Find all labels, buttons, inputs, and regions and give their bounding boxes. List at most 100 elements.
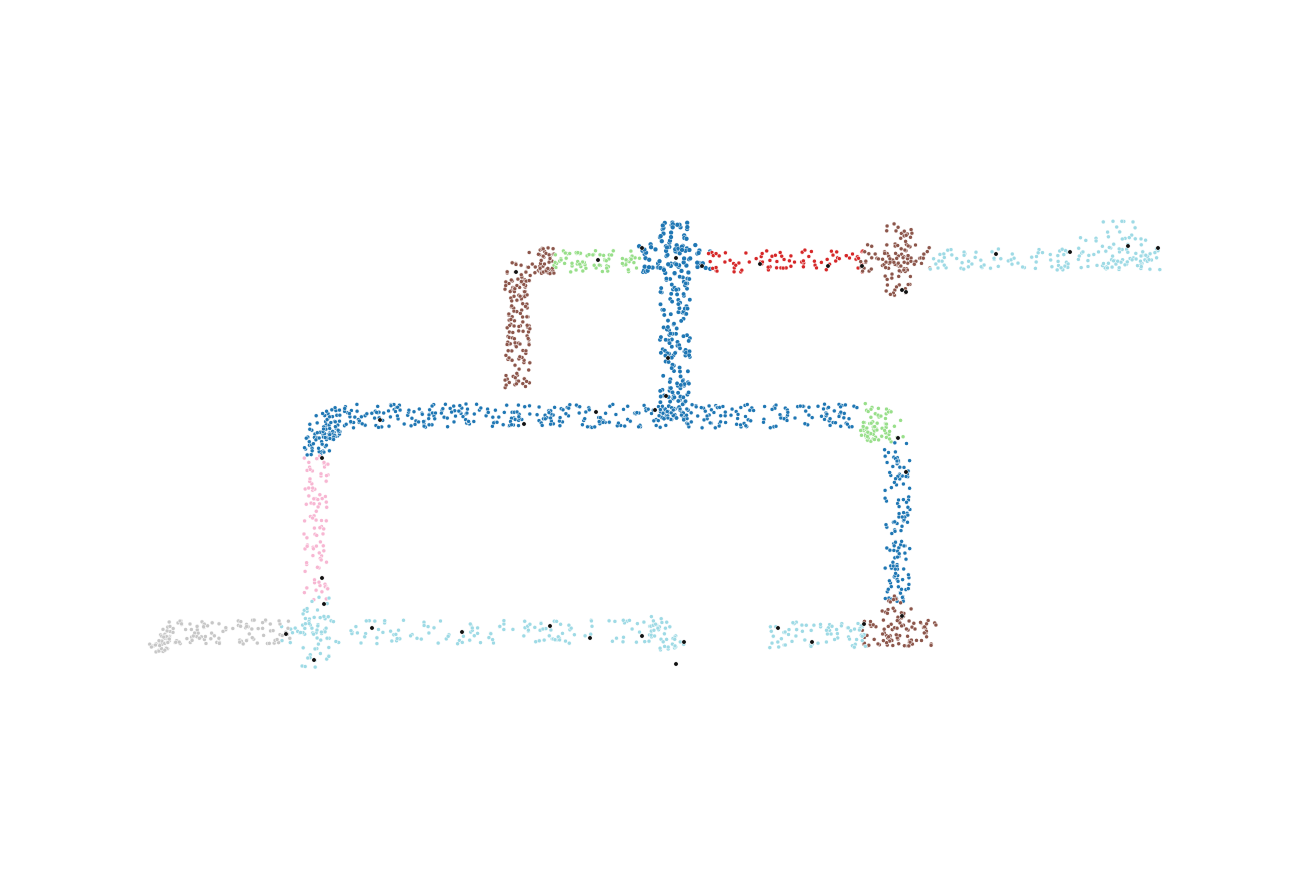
middle-horizontal-pipe-point bbox=[845, 421, 850, 427]
middle-horizontal-pipe-point bbox=[449, 409, 454, 415]
bottom-horizontal-pipe-point bbox=[614, 635, 619, 641]
bottom-horizontal-pipe-point bbox=[486, 635, 492, 640]
upper-left-elbow-point bbox=[547, 271, 553, 276]
bottom-left-pipe-point bbox=[167, 624, 173, 629]
middle-horizontal-pipe-point bbox=[443, 402, 448, 407]
bottom-horizontal-pipe-point bbox=[478, 640, 483, 645]
right-vertical-pipe-point bbox=[902, 550, 908, 556]
upper-main-pipe-point bbox=[673, 261, 679, 268]
middle-right-elbow-point bbox=[898, 418, 903, 423]
upper-main-pipe-point bbox=[659, 238, 665, 244]
left-vertical-pipe-point bbox=[321, 543, 326, 549]
upper-left-elbow-point bbox=[509, 277, 514, 283]
bottom-horizontal-pipe-point bbox=[572, 632, 577, 637]
upper-right-flange-point bbox=[926, 245, 932, 250]
middle-horizontal-pipe-point bbox=[337, 412, 343, 418]
middle-horizontal-pipe-point bbox=[316, 435, 322, 441]
middle-horizontal-pipe-point bbox=[711, 410, 717, 415]
upper-right-flange-point bbox=[869, 244, 874, 249]
upper-right-pipe-point bbox=[1048, 257, 1053, 263]
bottom-horizontal-pipe-point bbox=[620, 639, 626, 645]
middle-horizontal-pipe-point bbox=[324, 443, 329, 448]
lower-right-flange-point bbox=[928, 643, 934, 648]
right-vertical-pipe-point bbox=[897, 464, 903, 470]
middle-horizontal-pipe-point bbox=[406, 407, 412, 413]
middle-horizontal-pipe-point bbox=[426, 412, 432, 418]
middle-horizontal-pipe-point bbox=[824, 411, 830, 417]
lower-right-pipe-point bbox=[818, 622, 823, 627]
upper-red-pipe-point bbox=[847, 255, 852, 261]
lower-right-pipe-point bbox=[828, 631, 834, 637]
middle-horizontal-pipe-point bbox=[841, 415, 847, 421]
upper-right-pipe-point bbox=[972, 255, 978, 260]
middle-horizontal-pipe-point bbox=[803, 408, 808, 414]
middle-horizontal-pipe-point bbox=[342, 406, 347, 411]
upper-red-pipe-point bbox=[829, 248, 834, 254]
bottom-horizontal-pipe-point bbox=[326, 614, 331, 619]
left-vertical-pipe-point bbox=[302, 455, 307, 461]
right-vertical-pipe-point bbox=[901, 566, 906, 572]
bottom-left-pipe-point bbox=[250, 635, 255, 640]
bottom-horizontal-pipe-point bbox=[566, 622, 572, 628]
upper-right-pipe-point bbox=[1105, 229, 1110, 235]
lower-right-pipe-point bbox=[854, 637, 859, 642]
lower-right-pipe-point bbox=[863, 644, 868, 649]
upper-main-pipe-point bbox=[681, 255, 687, 262]
upper-right-pipe-point bbox=[1085, 258, 1091, 263]
keypoint-marker bbox=[639, 633, 645, 639]
upper-left-elbow-point bbox=[514, 371, 520, 376]
middle-horizontal-pipe-point bbox=[451, 403, 456, 409]
upper-left-elbow-point bbox=[514, 283, 520, 288]
bottom-horizontal-pipe-point bbox=[314, 627, 320, 633]
upper-right-pipe-point bbox=[966, 259, 971, 264]
vertical-riser-point bbox=[670, 389, 675, 395]
bottom-left-pipe-point bbox=[166, 619, 172, 625]
left-vertical-pipe-point bbox=[314, 509, 319, 514]
upper-red-pipe-point bbox=[837, 256, 842, 261]
upper-red-pipe-point bbox=[781, 257, 787, 262]
middle-horizontal-pipe-point bbox=[738, 422, 743, 428]
vertical-riser-point bbox=[681, 291, 687, 297]
upper-red-pipe-point bbox=[819, 260, 824, 265]
bottom-left-pipe-point bbox=[149, 644, 154, 650]
middle-horizontal-pipe-point bbox=[747, 408, 753, 413]
middle-horizontal-pipe-point bbox=[616, 420, 621, 426]
right-vertical-pipe-point bbox=[892, 519, 897, 525]
middle-horizontal-pipe-point bbox=[778, 415, 784, 421]
bottom-horizontal-pipe-point bbox=[461, 634, 466, 639]
left-vertical-pipe-point bbox=[324, 518, 329, 524]
upper-right-flange-point bbox=[912, 262, 917, 267]
bottom-left-pipe-point bbox=[153, 642, 158, 648]
left-vertical-pipe-point bbox=[306, 493, 312, 499]
upper-right-pipe-point bbox=[937, 252, 943, 257]
upper-green-pipe-point bbox=[563, 255, 569, 261]
lower-right-pipe-point bbox=[799, 622, 805, 628]
upper-red-pipe-point bbox=[706, 251, 711, 256]
left-vertical-pipe-point bbox=[306, 485, 311, 491]
bottom-horizontal-pipe-point bbox=[659, 620, 665, 625]
middle-horizontal-pipe-point bbox=[351, 425, 356, 431]
right-vertical-pipe-point bbox=[884, 460, 890, 465]
lower-right-pipe-point bbox=[786, 632, 791, 637]
lower-right-flange-point bbox=[890, 643, 896, 648]
upper-red-pipe-point bbox=[788, 253, 794, 259]
keypoint-marker bbox=[311, 657, 317, 663]
lower-right-pipe-point bbox=[815, 640, 821, 646]
middle-horizontal-pipe-point bbox=[496, 414, 502, 420]
middle-horizontal-pipe-point bbox=[748, 418, 753, 424]
left-vertical-pipe-point bbox=[315, 497, 321, 502]
lower-right-pipe-point bbox=[776, 644, 781, 650]
middle-horizontal-pipe-point bbox=[465, 406, 470, 412]
bottom-horizontal-pipe-point bbox=[314, 635, 320, 641]
bottom-horizontal-pipe-point bbox=[652, 633, 657, 639]
vertical-riser-point bbox=[675, 398, 681, 404]
upper-right-pipe-point bbox=[1111, 258, 1116, 264]
middle-horizontal-pipe-point bbox=[636, 424, 641, 430]
middle-horizontal-pipe-point bbox=[761, 420, 766, 425]
middle-horizontal-pipe-point bbox=[849, 424, 855, 429]
middle-horizontal-pipe-point bbox=[307, 427, 313, 432]
vertical-riser-point bbox=[657, 399, 663, 405]
keypoint-marker bbox=[903, 289, 909, 295]
upper-right-pipe-point bbox=[1059, 247, 1065, 252]
